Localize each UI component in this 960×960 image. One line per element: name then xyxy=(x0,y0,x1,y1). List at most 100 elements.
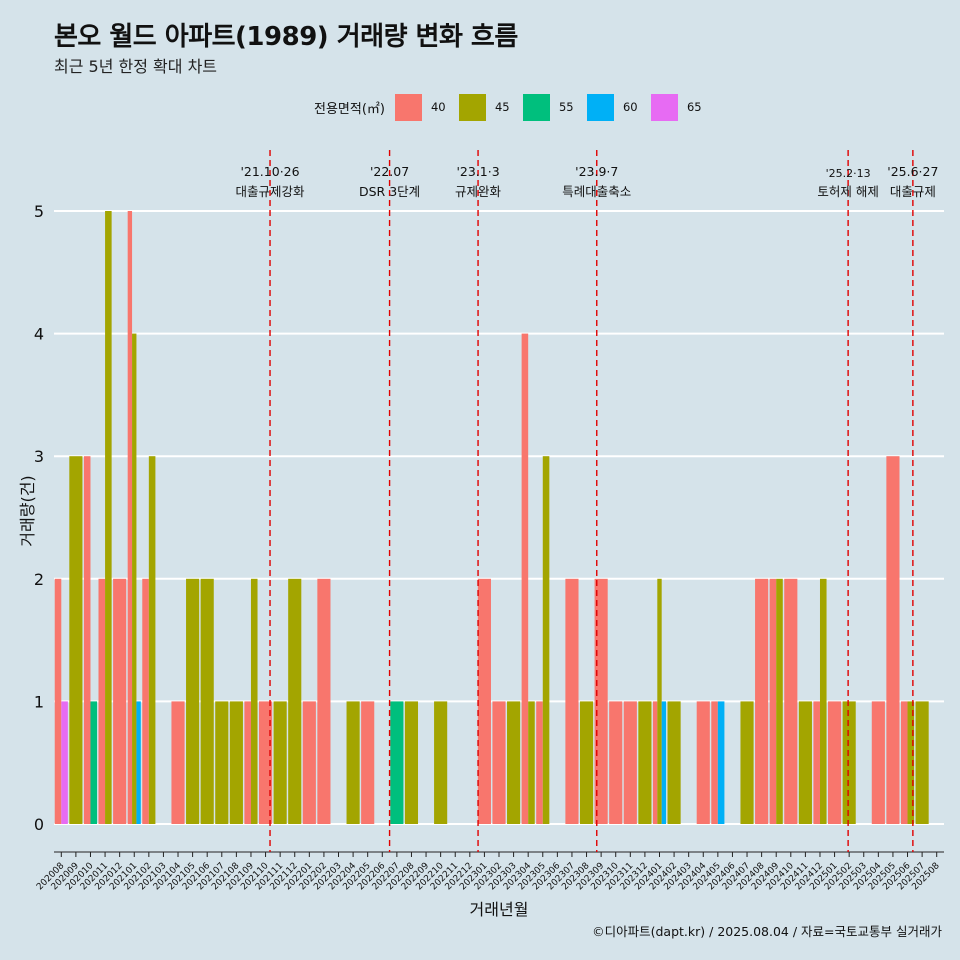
bar-202109-40 xyxy=(244,701,251,824)
event-label: 대출규제강화 xyxy=(236,184,306,199)
bar-202311-40 xyxy=(623,701,637,824)
bar-202504-40 xyxy=(871,701,885,824)
bar-202411-45 xyxy=(798,701,812,824)
event-date-label: '21.10·26 xyxy=(240,164,299,179)
bar-202012-40 xyxy=(113,578,127,824)
legend-label-65: 65 xyxy=(686,100,702,114)
bar-202405-60 xyxy=(717,701,725,824)
bar-202109-45 xyxy=(250,578,258,824)
x-axis-title: 거래년월 xyxy=(470,900,529,919)
bar-202305-45 xyxy=(542,456,550,824)
bar-202505-40 xyxy=(886,456,900,824)
bar-202011-45 xyxy=(105,211,112,824)
bar-202307-40 xyxy=(565,578,579,824)
bar-202310-40 xyxy=(609,701,623,824)
bar-202304-45 xyxy=(528,701,535,824)
bar-202401-45 xyxy=(657,578,662,824)
legend-item-65: 65 xyxy=(650,93,707,121)
bar-202404-40 xyxy=(696,701,710,824)
legend-label-55: 55 xyxy=(558,100,574,114)
bar-202202-40 xyxy=(317,578,331,824)
bar-202105-45 xyxy=(186,578,200,824)
bar-202107-45 xyxy=(215,701,229,824)
chart-title: 본오 월드 아파트(1989) 거래량 변화 흐름 xyxy=(54,22,518,52)
event-label: 대출규제 xyxy=(890,184,936,199)
bar-202309-40 xyxy=(594,578,608,824)
y-tick-label: 3 xyxy=(34,447,44,466)
legend-swatch-55 xyxy=(522,93,550,121)
bar-202205-40 xyxy=(361,701,375,824)
event-label: 토허제 해제 xyxy=(817,184,878,199)
y-tick-label: 0 xyxy=(34,815,44,834)
event-label: 규제완화 xyxy=(455,184,502,199)
y-tick-label: 4 xyxy=(34,325,44,344)
bar-202303-45 xyxy=(507,701,521,824)
event-date-label: '22.07 xyxy=(370,164,409,179)
bar-202010-40 xyxy=(83,456,91,824)
bar-202204-45 xyxy=(346,701,360,824)
bar-202410-40 xyxy=(784,578,798,824)
bar-202101-60 xyxy=(136,701,141,824)
legend-label-60: 60 xyxy=(622,100,638,114)
bar-202405-40 xyxy=(711,701,718,824)
bar-202302-40 xyxy=(492,701,506,824)
legend-swatch-45 xyxy=(458,93,486,121)
bar-202401-60 xyxy=(661,701,667,824)
bar-202412-45 xyxy=(819,578,827,824)
bar-202402-45 xyxy=(667,701,681,824)
bar-202412-40 xyxy=(813,701,820,824)
y-tick-label: 1 xyxy=(34,692,44,711)
bar-202301-40 xyxy=(477,578,491,824)
legend: 전용면적(㎡) 40 45 55 60 65 xyxy=(314,93,715,121)
legend-swatch-60 xyxy=(586,93,614,121)
legend-swatch-40 xyxy=(394,93,422,121)
legend-item-45: 45 xyxy=(458,93,515,121)
bar-202009-45 xyxy=(69,456,83,824)
legend-title: 전용면적(㎡) xyxy=(314,101,385,117)
bar-202104-40 xyxy=(171,701,185,824)
bar-202506-45 xyxy=(907,701,915,824)
bar-202010-55 xyxy=(90,701,98,824)
bar-202101-40 xyxy=(127,211,133,824)
bar-202304-40 xyxy=(521,333,529,824)
bar-202208-45 xyxy=(404,701,419,824)
legend-item-60: 60 xyxy=(586,93,643,121)
bar-202110-40 xyxy=(258,701,273,824)
chart-subtitle: 최근 5년 한정 확대 차트 xyxy=(54,57,218,76)
bar-202308-45 xyxy=(579,701,594,824)
source-caption: ©디아파트(dapt.kr) / 2025.08.04 / 자료=국토교통부 실… xyxy=(592,924,942,939)
bar-202101-45 xyxy=(132,333,137,824)
bar-202207-55 xyxy=(390,701,404,824)
bar-202507-45 xyxy=(915,701,929,824)
bar-202408-40 xyxy=(755,578,769,824)
event-date-label: '25.6·27 xyxy=(887,164,938,179)
event-label: 특례대출축소 xyxy=(562,184,631,199)
legend-label-45: 45 xyxy=(494,100,510,114)
bar-202501-40 xyxy=(828,701,842,824)
bar-202409-40 xyxy=(769,578,777,824)
bar-202407-45 xyxy=(740,701,754,824)
bar-202210-45 xyxy=(434,701,448,824)
bar-202102-45 xyxy=(148,456,156,824)
y-axis-title: 거래량(건) xyxy=(18,475,37,546)
bar-202111-45 xyxy=(273,701,287,824)
bar-202108-45 xyxy=(229,701,243,824)
bar-202305-40 xyxy=(536,701,543,824)
bar-202106-45 xyxy=(200,578,214,824)
event-date-label: '23.1·3 xyxy=(456,164,499,179)
legend-item-40: 40 xyxy=(394,93,451,121)
bar-202008-65 xyxy=(61,701,68,824)
bar-202312-45 xyxy=(638,701,652,824)
legend-swatch-65 xyxy=(650,93,678,121)
bar-202201-40 xyxy=(302,701,316,824)
bar-202401-40 xyxy=(652,701,658,824)
bar-202506-40 xyxy=(900,701,908,824)
bar-202008-40 xyxy=(54,578,62,824)
bar-202112-45 xyxy=(288,578,302,824)
bar-202409-45 xyxy=(776,578,783,824)
legend-label-40: 40 xyxy=(430,100,446,114)
y-tick-label: 2 xyxy=(34,570,44,589)
event-date-label: '25.2·13 xyxy=(826,167,871,180)
event-label: DSR 3단계 xyxy=(359,184,420,199)
bar-202011-40 xyxy=(98,578,106,824)
